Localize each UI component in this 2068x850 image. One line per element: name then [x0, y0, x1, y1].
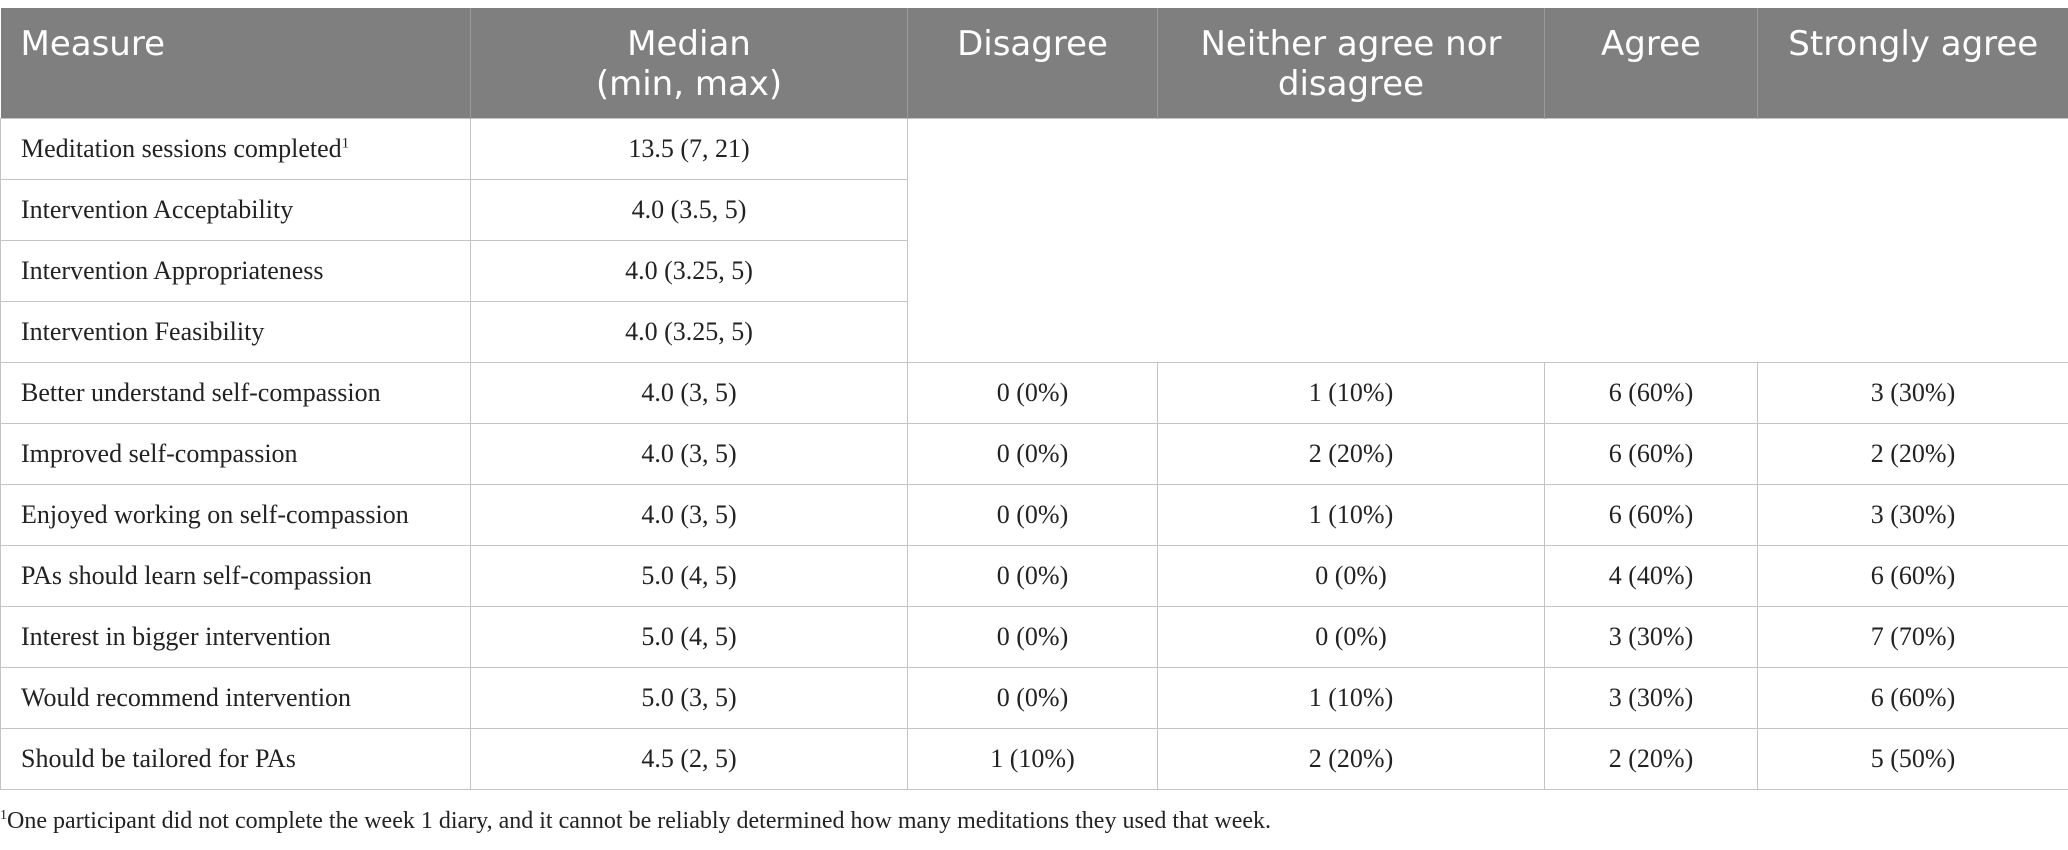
measure-cell: Intervention Acceptability [0, 178, 471, 241]
strongly-agree-cell: 3 (30%) [1757, 483, 2068, 546]
table-row: Better understand self-compassion 4.0 (3… [0, 361, 2068, 424]
agree-cell: 6 (60%) [1544, 361, 1758, 424]
disagree-cell: 0 (0%) [907, 422, 1158, 485]
table-row: Should be tailored for PAs 4.5 (2, 5) 1 … [0, 727, 2068, 790]
table-row: Interest in bigger intervention 5.0 (4, … [0, 605, 2068, 668]
header-measure: Measure [0, 8, 471, 118]
strongly-agree-cell: 7 (70%) [1757, 605, 2068, 668]
agree-cell: 3 (30%) [1544, 666, 1758, 729]
measure-cell: Intervention Appropriateness [0, 239, 471, 302]
median-cell: 5.0 (3, 5) [470, 666, 908, 729]
neither-cell: 2 (20%) [1157, 422, 1545, 485]
header-agree: Agree [1544, 8, 1758, 118]
disagree-cell: 0 (0%) [907, 483, 1158, 546]
median-cell: 4.0 (3, 5) [470, 483, 908, 546]
table-header: Measure Median (min, max) Disagree Neithe… [0, 8, 2068, 118]
agree-cell: 4 (40%) [1544, 544, 1758, 607]
neither-cell: 0 (0%) [1157, 544, 1545, 607]
disagree-cell: 0 (0%) [907, 666, 1158, 729]
disagree-cell: 0 (0%) [907, 361, 1158, 424]
table-row: Improved self-compassion 4.0 (3, 5) 0 (0… [0, 422, 2068, 485]
agree-cell: 2 (20%) [1544, 727, 1758, 790]
median-cell: 4.5 (2, 5) [470, 727, 908, 790]
strongly-agree-cell: 6 (60%) [1757, 544, 2068, 607]
measure-cell: Should be tailored for PAs [0, 727, 471, 790]
disagree-cell: 1 (10%) [907, 727, 1158, 790]
table-footnote: 1One participant did not complete the we… [0, 808, 1271, 835]
footnote-marker: 1 [0, 808, 7, 823]
median-cell: 4.0 (3, 5) [470, 361, 908, 424]
strongly-agree-cell: 2 (20%) [1757, 422, 2068, 485]
table-row: Enjoyed working on self-compassion 4.0 (… [0, 483, 2068, 546]
table-row: Meditation sessions completed1 13.5 (7, … [0, 117, 2068, 363]
agree-cell: 6 (60%) [1544, 422, 1758, 485]
neither-cell: 1 (10%) [1157, 483, 1545, 546]
agree-cell: 6 (60%) [1544, 483, 1758, 546]
median-cell: 4.0 (3.5, 5) [470, 178, 908, 241]
median-cell: 4.0 (3, 5) [470, 422, 908, 485]
header-strongly-agree: Strongly agree [1757, 8, 2068, 118]
table-row: Would recommend intervention 5.0 (3, 5) … [0, 666, 2068, 729]
measure-cell: PAs should learn self-compassion [0, 544, 471, 607]
footnote-text: One participant did not complete the wee… [7, 808, 1272, 834]
table-row: Intervention Acceptability 4.0 (3.5, 5) [0, 178, 2068, 241]
header-disagree: Disagree [907, 8, 1158, 118]
neither-cell: 1 (10%) [1157, 666, 1545, 729]
median-cell: 5.0 (4, 5) [470, 544, 908, 607]
disagree-cell: 0 (0%) [907, 605, 1158, 668]
empty-summary-area [907, 117, 2068, 363]
disagree-cell: 0 (0%) [907, 544, 1158, 607]
header-neither: Neither agree nor disagree [1157, 8, 1545, 118]
measure-cell: Better understand self-compassion [0, 361, 471, 424]
median-cell: 4.0 (3.25, 5) [470, 300, 908, 363]
header-median: Median (min, max) [470, 8, 908, 118]
neither-cell: 0 (0%) [1157, 605, 1545, 668]
measure-cell: Interest in bigger intervention [0, 605, 471, 668]
results-table: Measure Median (min, max) Disagree Neithe… [0, 8, 2068, 790]
median-cell: 13.5 (7, 21) [470, 117, 908, 180]
neither-cell: 1 (10%) [1157, 361, 1545, 424]
header-row: Measure Median (min, max) Disagree Neithe… [0, 8, 2068, 118]
table-body: Meditation sessions completed1 13.5 (7, … [0, 117, 2068, 790]
measure-cell: Enjoyed working on self-compassion [0, 483, 471, 546]
measure-cell: Meditation sessions completed1 [0, 117, 471, 180]
results-table-container: Measure Median (min, max) Disagree Neithe… [0, 8, 2068, 790]
footnote-marker: 1 [341, 134, 350, 151]
agree-cell: 3 (30%) [1544, 605, 1758, 668]
strongly-agree-cell: 3 (30%) [1757, 361, 2068, 424]
median-cell: 4.0 (3.25, 5) [470, 239, 908, 302]
measure-cell: Improved self-compassion [0, 422, 471, 485]
measure-cell: Intervention Feasibility [0, 300, 471, 363]
median-cell: 5.0 (4, 5) [470, 605, 908, 668]
strongly-agree-cell: 5 (50%) [1757, 727, 2068, 790]
strongly-agree-cell: 6 (60%) [1757, 666, 2068, 729]
neither-cell: 2 (20%) [1157, 727, 1545, 790]
measure-cell: Would recommend intervention [0, 666, 471, 729]
table-row: PAs should learn self-compassion 5.0 (4,… [0, 544, 2068, 607]
